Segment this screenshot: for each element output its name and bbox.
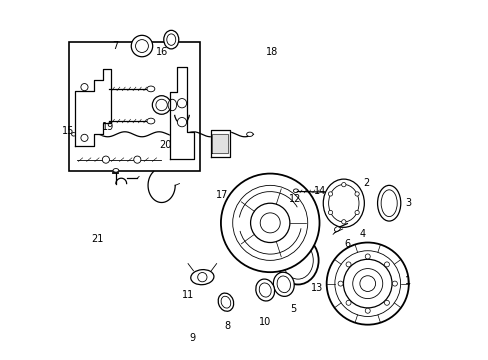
Ellipse shape [259, 283, 271, 297]
Ellipse shape [221, 296, 230, 308]
Ellipse shape [168, 99, 176, 111]
Ellipse shape [163, 30, 179, 49]
Circle shape [134, 156, 141, 163]
Ellipse shape [283, 242, 313, 279]
Polygon shape [170, 67, 194, 158]
Ellipse shape [283, 219, 305, 245]
Ellipse shape [323, 179, 364, 227]
Text: 20: 20 [159, 140, 171, 150]
Circle shape [365, 308, 369, 313]
Circle shape [359, 276, 375, 292]
Text: 6: 6 [344, 239, 350, 249]
Circle shape [341, 183, 345, 187]
Text: 17: 17 [216, 190, 228, 200]
Ellipse shape [255, 279, 274, 301]
Circle shape [391, 281, 397, 286]
Text: 7: 7 [112, 41, 118, 51]
Ellipse shape [380, 190, 396, 217]
Ellipse shape [190, 270, 213, 285]
Circle shape [197, 273, 206, 282]
Circle shape [327, 210, 332, 215]
Circle shape [346, 262, 350, 267]
Circle shape [260, 213, 280, 233]
Circle shape [102, 156, 109, 163]
Text: 9: 9 [189, 333, 195, 343]
Text: 3: 3 [404, 198, 410, 208]
Text: 2: 2 [362, 178, 368, 188]
Text: 4: 4 [359, 229, 366, 239]
Ellipse shape [71, 132, 76, 136]
Circle shape [354, 210, 359, 215]
Circle shape [346, 300, 350, 305]
Circle shape [177, 99, 186, 108]
Text: 10: 10 [259, 317, 271, 327]
Ellipse shape [218, 293, 233, 311]
Circle shape [352, 269, 382, 298]
Circle shape [384, 300, 388, 305]
Polygon shape [212, 134, 228, 153]
Circle shape [334, 251, 400, 316]
Polygon shape [210, 130, 230, 157]
Text: 21: 21 [91, 234, 103, 244]
Text: 1: 1 [404, 276, 410, 286]
Circle shape [341, 220, 345, 224]
Circle shape [152, 96, 171, 114]
Circle shape [232, 185, 307, 260]
Text: 19: 19 [102, 122, 114, 132]
Ellipse shape [166, 34, 175, 45]
Polygon shape [75, 69, 110, 146]
Ellipse shape [334, 226, 340, 231]
Ellipse shape [328, 184, 358, 222]
Ellipse shape [81, 131, 90, 137]
Bar [69, 42, 200, 171]
Circle shape [131, 35, 152, 57]
Text: 18: 18 [265, 47, 278, 57]
Circle shape [156, 99, 167, 111]
Circle shape [327, 192, 332, 196]
Circle shape [365, 254, 369, 259]
Circle shape [354, 192, 359, 196]
Circle shape [326, 243, 408, 325]
Text: 8: 8 [224, 321, 230, 331]
Circle shape [81, 134, 88, 141]
Circle shape [135, 40, 148, 53]
Text: 15: 15 [61, 126, 74, 136]
Circle shape [384, 262, 388, 267]
Text: 11: 11 [182, 290, 194, 300]
Ellipse shape [273, 272, 294, 296]
Ellipse shape [147, 86, 155, 92]
Ellipse shape [286, 222, 302, 241]
Text: 14: 14 [313, 186, 325, 197]
Circle shape [343, 259, 391, 308]
Circle shape [250, 203, 289, 243]
Circle shape [337, 281, 343, 286]
Circle shape [221, 174, 319, 272]
Ellipse shape [246, 132, 253, 136]
Text: 5: 5 [290, 304, 296, 314]
Text: 13: 13 [310, 283, 322, 293]
Ellipse shape [293, 189, 298, 193]
Ellipse shape [377, 185, 400, 221]
Ellipse shape [277, 276, 290, 293]
Circle shape [177, 117, 186, 127]
Ellipse shape [147, 118, 155, 124]
Circle shape [81, 84, 88, 91]
Text: 16: 16 [155, 47, 167, 57]
Ellipse shape [113, 168, 119, 172]
Text: 12: 12 [288, 194, 301, 203]
Ellipse shape [277, 236, 318, 284]
